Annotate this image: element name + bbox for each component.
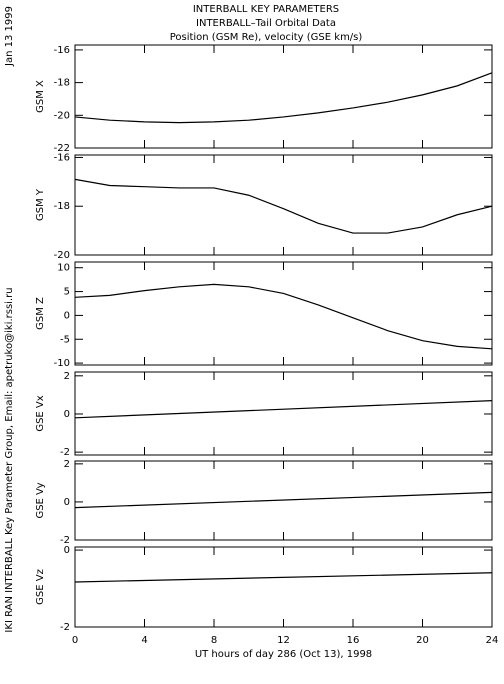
date: Jan 13 1999 (4, 6, 15, 67)
y-tick-label: 0 (64, 497, 70, 508)
y-axis-label: GSM Z (35, 297, 46, 330)
data-line (74, 491, 493, 509)
plot-frame (74, 546, 493, 628)
y-tick-label: -2 (60, 622, 70, 633)
y-tick-label: -16 (54, 45, 70, 56)
y-tick-label: -20 (54, 250, 70, 261)
y-tick-label: 5 (64, 287, 70, 298)
y-tick-label: -2 (60, 535, 70, 546)
y-tick-label: -20 (54, 110, 70, 121)
plot-frame (74, 261, 493, 366)
y-tick-label: -22 (54, 143, 70, 154)
y-tick-label: 0 (64, 545, 70, 556)
plot-frame (74, 154, 493, 256)
y-tick-label: -2 (60, 447, 70, 458)
x-axis-label: UT hours of day 286 (Oct 13), 1998 (195, 649, 372, 660)
y-tick-label: -10 (54, 358, 70, 369)
y-tick-label: 2 (64, 459, 70, 470)
data-line (74, 283, 493, 350)
x-tick-label: 4 (141, 635, 147, 646)
x-tick-label: 20 (416, 635, 429, 646)
x-tick-label: 12 (277, 635, 290, 646)
data-line (74, 72, 493, 124)
subtitle: INTERBALL–Tail Orbital Data (196, 18, 336, 29)
y-axis-label: GSE Vy (35, 482, 46, 518)
y-axis-label: GSE Vz (35, 569, 46, 605)
credit: IKI RAN INTERBALL Key Parameter Group, E… (4, 287, 15, 632)
y-tick-label: 0 (64, 409, 70, 420)
plot-frame (74, 371, 493, 456)
y-tick-label: -18 (54, 78, 70, 89)
data-line (74, 178, 493, 234)
y-axis-label: GSM Y (35, 188, 46, 221)
y-tick-label: -5 (60, 334, 70, 345)
y-axis-label: GSM X (35, 80, 46, 113)
y-tick-label: 10 (57, 263, 70, 274)
x-tick-label: 16 (347, 635, 360, 646)
plot-frame (74, 44, 493, 149)
description: Position (GSM Re), velocity (GSE km/s) (170, 32, 363, 43)
y-axis-label: GSE Vx (35, 395, 46, 431)
y-tick-label: -16 (54, 152, 70, 163)
y-tick-label: -18 (54, 201, 70, 212)
x-tick-label: 8 (211, 635, 217, 646)
x-tick-label: 24 (486, 635, 499, 646)
title: INTERBALL KEY PARAMETERS (193, 4, 339, 15)
data-line (74, 400, 493, 419)
y-tick-label: 0 (64, 310, 70, 321)
y-tick-label: 2 (64, 371, 70, 382)
data-line (74, 572, 493, 583)
x-tick-label: 0 (72, 635, 78, 646)
